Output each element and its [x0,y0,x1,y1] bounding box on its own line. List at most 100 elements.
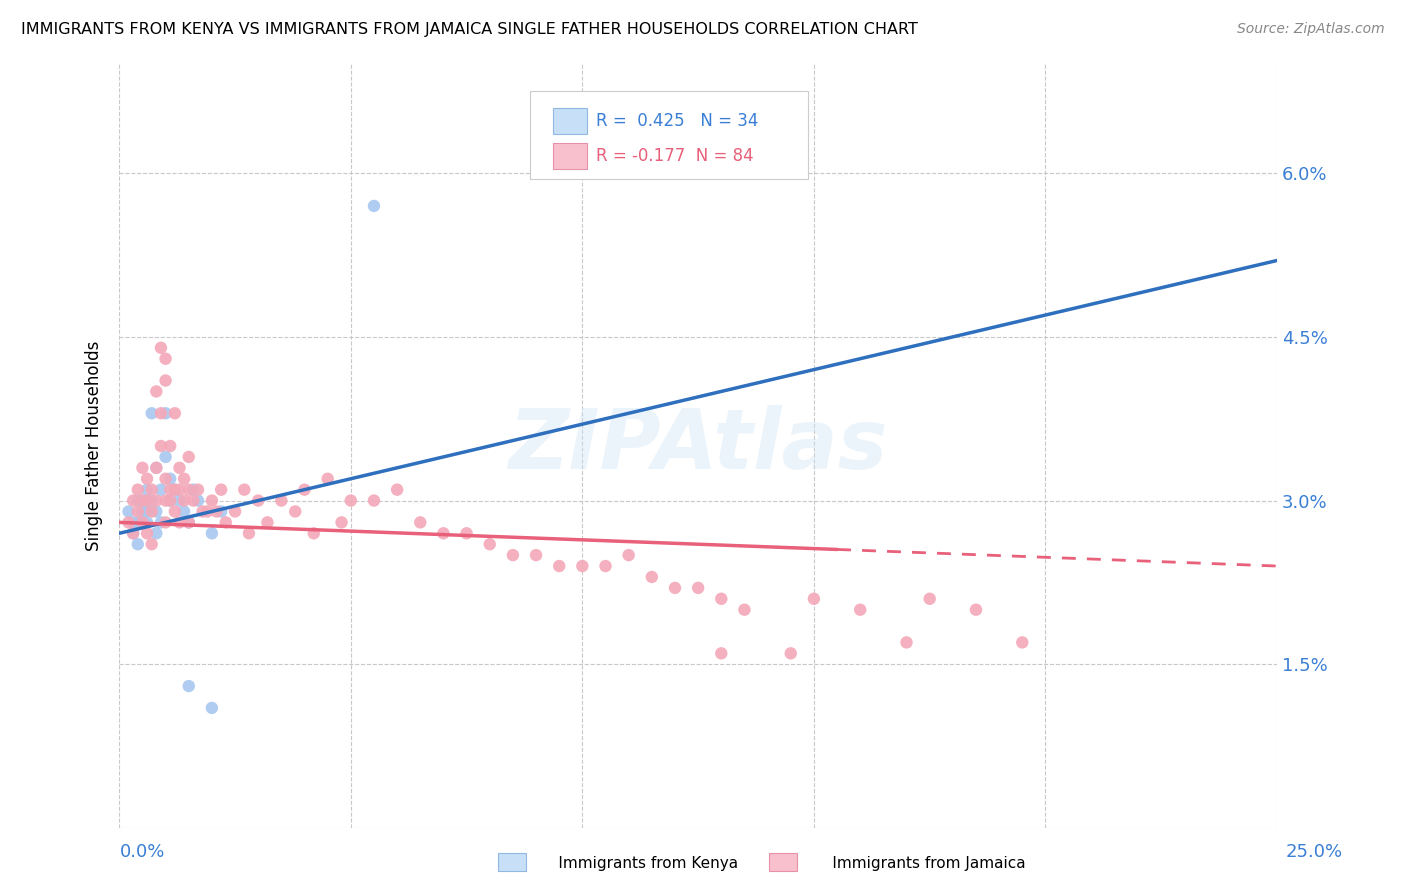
Point [149,439,172,453]
Point [177,450,200,464]
Point [159,493,181,508]
Point [233,483,256,497]
FancyBboxPatch shape [498,853,526,871]
FancyBboxPatch shape [769,853,797,871]
Point [456,526,478,541]
Point [502,548,524,562]
Point [173,504,195,518]
Point [141,537,163,551]
Point [409,516,432,530]
Point [159,493,181,508]
Point [173,493,195,508]
Point [330,516,353,530]
Point [127,516,149,530]
Point [136,526,159,541]
Point [710,646,733,660]
Point [163,406,186,420]
Point [664,581,686,595]
Point [256,516,278,530]
Point [177,516,200,530]
Point [159,472,181,486]
Point [209,504,232,518]
Point [733,603,755,617]
Point [136,493,159,508]
Point [710,591,733,606]
Point [127,504,149,518]
Point [131,516,153,530]
Point [149,341,172,355]
Text: Immigrants from Kenya: Immigrants from Kenya [534,856,738,871]
FancyBboxPatch shape [554,108,586,135]
Point [136,516,159,530]
Point [548,559,571,574]
Point [187,493,209,508]
Point [173,472,195,486]
Point [141,406,163,420]
Point [131,493,153,508]
Text: 25.0%: 25.0% [1285,843,1343,861]
Point [177,516,200,530]
Point [316,472,339,486]
Point [340,493,363,508]
Point [155,472,177,486]
Point [155,450,177,464]
Text: R =  0.425   N = 34: R = 0.425 N = 34 [596,112,759,130]
Point [524,548,547,562]
Point [145,384,167,399]
Point [169,493,191,508]
Point [849,603,872,617]
Point [571,559,593,574]
Point [122,526,145,541]
Point [803,591,825,606]
Point [201,526,224,541]
Point [294,483,316,497]
Point [117,516,139,530]
Point [918,591,941,606]
Point [145,460,167,475]
Point [149,483,172,497]
Point [201,701,224,715]
Text: Immigrants from Jamaica: Immigrants from Jamaica [808,856,1026,871]
Point [163,483,186,497]
Point [205,504,228,518]
Point [149,406,172,420]
Point [145,504,167,518]
Point [363,199,385,213]
Point [131,460,153,475]
Point [159,483,181,497]
Point [141,483,163,497]
Point [617,548,640,562]
Point [187,483,209,497]
Point [183,493,205,508]
Point [136,483,159,497]
Point [131,504,153,518]
Point [363,493,385,508]
Point [136,472,159,486]
FancyBboxPatch shape [530,91,808,178]
Point [155,374,177,388]
Point [779,646,801,660]
Point [155,516,177,530]
Point [141,504,163,518]
Point [122,516,145,530]
Point [163,483,186,497]
Point [183,483,205,497]
Point [201,493,224,508]
Point [155,351,177,366]
Point [965,603,987,617]
Point [127,493,149,508]
Point [127,483,149,497]
Text: Source: ZipAtlas.com: Source: ZipAtlas.com [1237,22,1385,37]
Point [209,483,232,497]
Point [145,493,167,508]
Text: 0.0%: 0.0% [120,843,165,861]
Point [224,504,246,518]
Point [215,516,238,530]
Point [145,460,167,475]
Point [122,526,145,541]
Point [595,559,617,574]
Point [385,483,408,497]
Point [191,504,214,518]
Point [159,439,181,453]
Point [195,504,218,518]
